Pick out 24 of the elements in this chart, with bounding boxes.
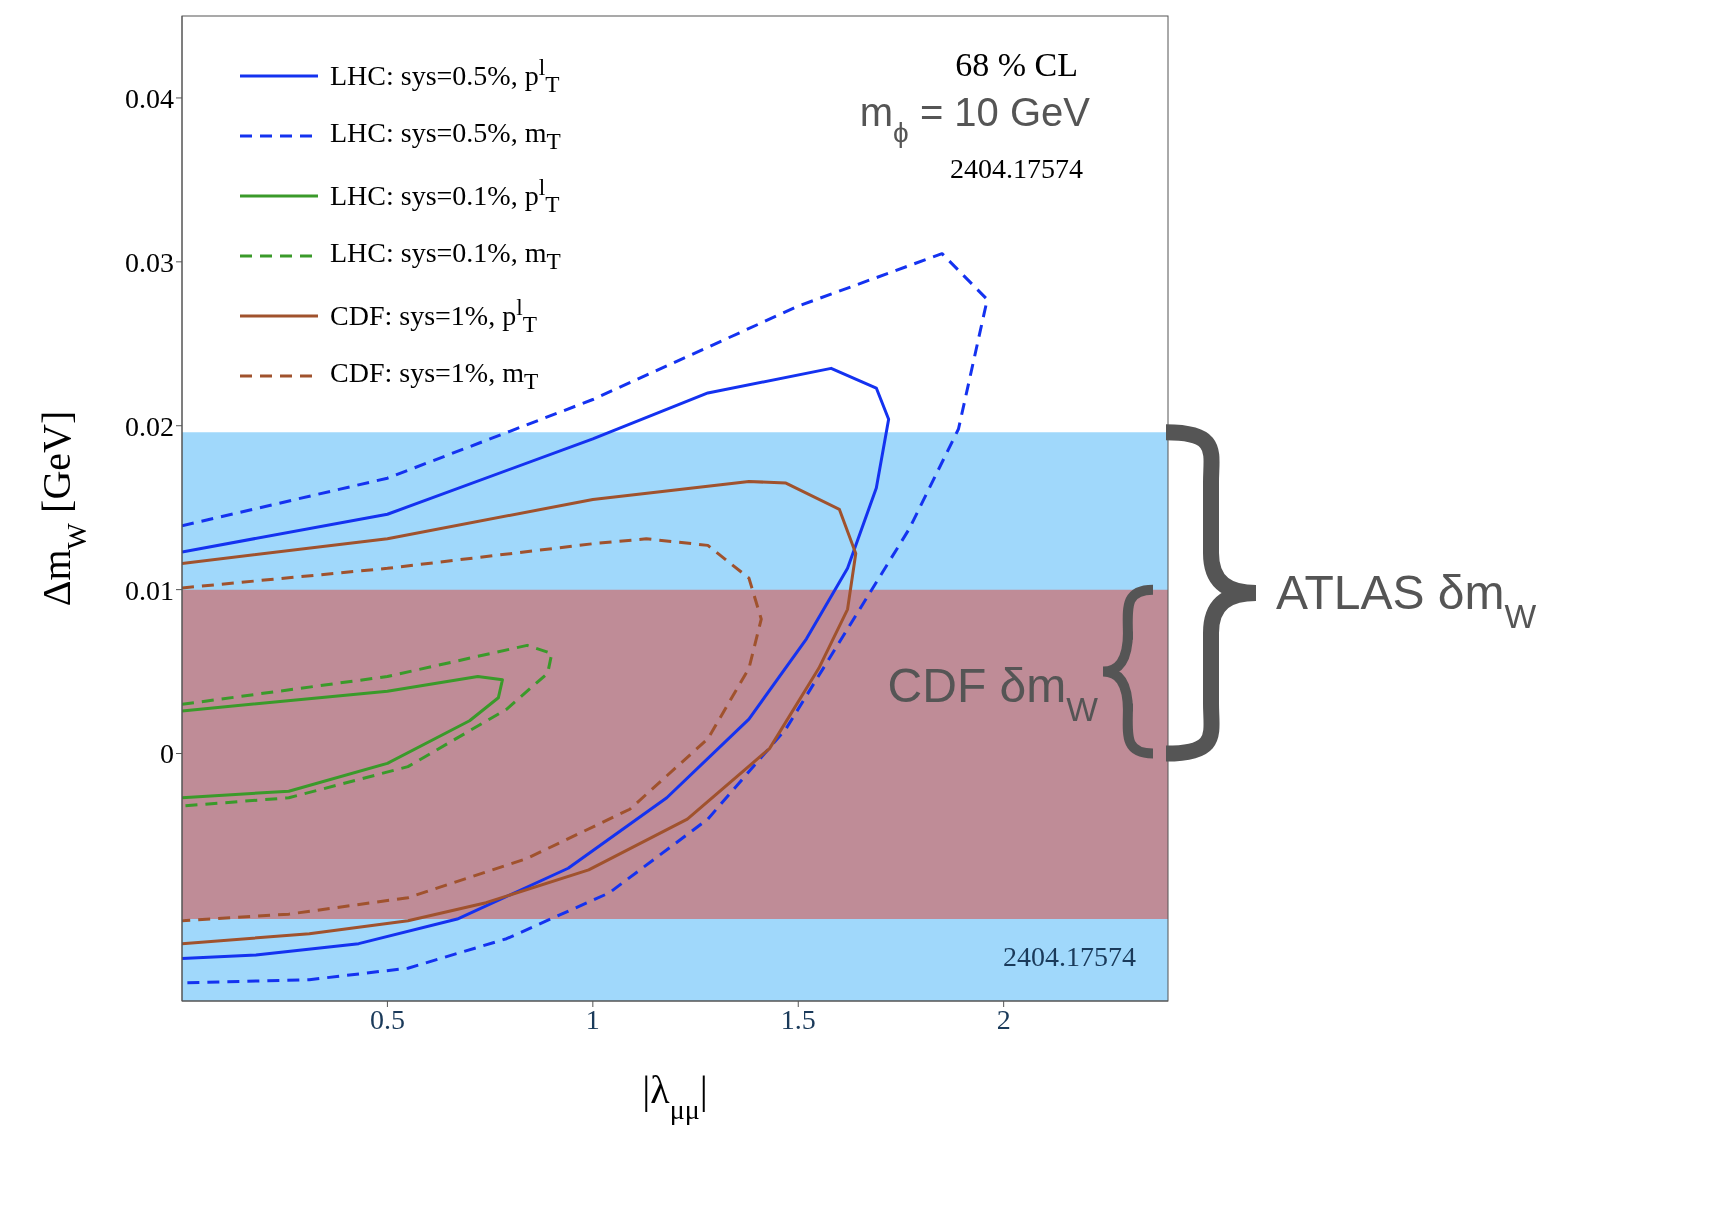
- line-series: [182, 643, 554, 808]
- x-tick-label: 0.5: [369, 1003, 405, 1035]
- y-tick-label: 0: [160, 738, 174, 770]
- annotation: 2404.17574: [1003, 941, 1136, 972]
- y-tick-label: 0.02: [125, 410, 174, 442]
- annotation: 2404.17574: [950, 153, 1083, 184]
- line-series: [182, 479, 858, 946]
- x-tick-label: 2: [996, 1003, 1011, 1035]
- x-tick-label: 1.5: [780, 1003, 816, 1035]
- band-label: CDF δm$_{W}$: [887, 658, 1099, 728]
- line-series: [182, 537, 763, 923]
- annotation: m$_{ϕ}$ = 10 GeV: [859, 90, 1091, 148]
- y-tick-label: 0.03: [125, 246, 174, 278]
- y-tick-label: 0.01: [125, 574, 174, 606]
- x-axis-title: |λ$_{μμ}$|: [642, 1067, 708, 1125]
- line-series: [182, 366, 891, 960]
- legend-label: LHC: sys=0.1%, m$_{T}$: [330, 237, 561, 275]
- legend-label: LHC: sys=0.5%, m$_{T}$: [330, 117, 561, 155]
- line-series: [182, 674, 504, 800]
- x-tick-label: 1: [585, 1003, 600, 1035]
- legend-label: CDF: sys=1%, m$_{T}$: [330, 357, 539, 395]
- band-label: ATLAS δm$_{W}$: [1276, 565, 1537, 635]
- annotation: 68 % CL: [955, 46, 1078, 83]
- y-tick-label: 0.04: [125, 82, 174, 114]
